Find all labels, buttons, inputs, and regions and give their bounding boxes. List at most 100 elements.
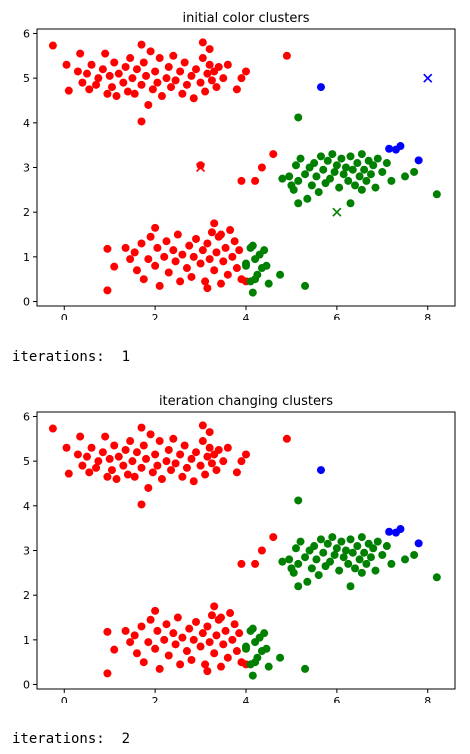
data-point-red — [151, 67, 160, 76]
data-point-red — [176, 277, 185, 286]
data-point-red — [110, 441, 119, 450]
iteration-output-2: iterations: 2 — [12, 731, 130, 747]
data-point-red — [207, 459, 216, 468]
data-point-green — [294, 496, 303, 505]
data-point-red — [155, 437, 164, 446]
data-point-green — [260, 246, 269, 255]
data-point-red — [132, 266, 141, 275]
data-point-green — [378, 167, 387, 176]
data-point-red — [157, 475, 166, 484]
data-point-red — [130, 472, 139, 481]
data-point-red — [196, 642, 205, 651]
data-point-red — [205, 443, 214, 452]
data-point-red — [237, 457, 246, 466]
data-point-red — [151, 450, 160, 459]
data-point-green — [339, 553, 348, 562]
data-point-red — [155, 664, 164, 673]
data-point-red — [207, 611, 216, 620]
data-point-red — [182, 80, 191, 89]
data-point-red — [232, 468, 241, 477]
data-point-red — [223, 443, 232, 452]
y-tick-label: 5 — [23, 72, 30, 85]
data-point-red — [76, 432, 85, 441]
data-point-red — [151, 261, 160, 270]
data-point-red — [169, 51, 178, 60]
data-point-green — [346, 152, 355, 161]
data-point-green — [410, 550, 419, 559]
data-point-red — [219, 640, 228, 649]
data-point-red — [130, 89, 139, 98]
data-point-red — [142, 71, 151, 80]
data-point-green — [353, 542, 362, 551]
data-point-red — [121, 243, 130, 252]
data-point-red — [205, 45, 214, 54]
data-point-red — [235, 629, 244, 638]
data-point-red — [160, 252, 169, 261]
y-tick-label: 4 — [23, 117, 30, 130]
data-point-red — [176, 660, 185, 669]
x-tick-label: 2 — [152, 695, 159, 703]
data-point-green — [316, 535, 325, 544]
data-point-red — [257, 546, 266, 555]
data-point-red — [112, 475, 121, 484]
data-point-red — [169, 434, 178, 443]
data-point-red — [185, 624, 194, 633]
data-point-red — [137, 463, 146, 472]
data-point-green — [301, 553, 310, 562]
data-point-red — [62, 443, 71, 452]
data-point-red — [182, 463, 191, 472]
data-point-red — [196, 259, 205, 268]
chart-title: initial color clusters — [182, 11, 309, 26]
data-point-red — [119, 78, 128, 87]
x-axis: 0 2 4 6 8 — [61, 689, 431, 703]
data-point-red — [251, 559, 260, 568]
data-point-green — [312, 555, 321, 564]
data-point-red — [114, 452, 123, 461]
data-point-green — [264, 662, 273, 671]
data-point-red — [110, 262, 119, 271]
data-point-red — [151, 606, 160, 615]
data-point-green — [401, 555, 410, 564]
data-point-red — [148, 85, 157, 94]
data-point-red — [107, 83, 116, 92]
data-point-red — [130, 631, 139, 640]
x-tick-label: 4 — [243, 695, 250, 703]
data-point-red — [167, 83, 176, 92]
data-point-green — [262, 644, 271, 653]
data-point-green — [285, 555, 294, 564]
data-point-green — [339, 170, 348, 179]
data-point-red — [212, 83, 221, 92]
data-point-red — [203, 284, 212, 293]
data-point-red — [98, 448, 107, 457]
data-point-red — [164, 268, 173, 277]
data-point-red — [103, 89, 112, 98]
data-point-green — [314, 188, 323, 197]
data-point-red — [171, 257, 180, 266]
data-point-green — [373, 537, 382, 546]
data-point-green — [330, 550, 339, 559]
data-point-green — [410, 167, 419, 176]
data-point-green — [276, 270, 285, 279]
data-point-red — [242, 67, 250, 76]
data-point-green — [366, 170, 375, 179]
data-point-green — [310, 159, 319, 168]
data-point-green — [276, 653, 285, 662]
y-tick-label: 0 — [23, 679, 30, 692]
data-point-green — [294, 559, 303, 568]
data-point-red — [162, 237, 171, 246]
data-point-red — [151, 644, 160, 653]
scatter-points-group — [48, 421, 441, 680]
data-point-green — [314, 571, 323, 580]
data-point-green — [316, 152, 325, 161]
data-point-red — [144, 100, 153, 109]
data-point-red — [169, 629, 178, 638]
data-point-red — [103, 244, 112, 253]
data-point-red — [198, 246, 207, 255]
data-point-red — [212, 631, 221, 640]
data-point-red — [210, 602, 219, 611]
data-point-red — [94, 74, 103, 83]
data-point-red — [235, 246, 244, 255]
data-point-green — [248, 624, 257, 633]
data-point-green — [346, 199, 355, 208]
data-point-red — [205, 60, 214, 69]
